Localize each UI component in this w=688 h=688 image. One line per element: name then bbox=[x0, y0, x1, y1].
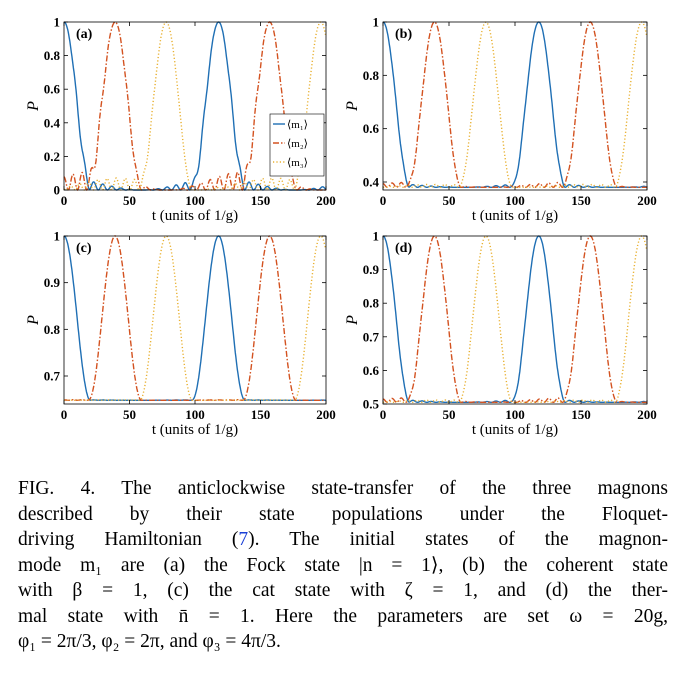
figure-caption: FIG. 4. The anticlockwise state-transfer… bbox=[18, 476, 668, 655]
x-axis-label: t (units of 1/g) bbox=[152, 422, 238, 438]
caption-line-4: mode m₁ are (a) the Fock state |n = 1⟩, … bbox=[18, 554, 668, 576]
legend-entry: ⟨m₁⟩ bbox=[287, 119, 308, 131]
series-line-m1 bbox=[382, 21, 647, 189]
y-tick-label: 0.4 bbox=[44, 115, 61, 130]
x-tick-label: 50 bbox=[123, 193, 136, 208]
caption-line-1: FIG. 4. The anticlockwise state-transfer… bbox=[18, 478, 668, 499]
y-tick-label: 0.6 bbox=[44, 82, 61, 97]
caption-line-7: φ₁ = 2π/3, φ₂ = 2π, and φ₃ = 4π/3. bbox=[18, 631, 281, 652]
series-line-m2 bbox=[382, 235, 647, 404]
x-tick-label: 0 bbox=[61, 407, 68, 422]
series-line-m2 bbox=[382, 21, 647, 189]
y-axis-label: P bbox=[344, 101, 361, 112]
x-tick-label: 50 bbox=[443, 193, 456, 208]
y-tick-label: 0.8 bbox=[44, 48, 61, 63]
panel-label: (b) bbox=[395, 27, 412, 42]
plot-frame bbox=[382, 21, 648, 191]
caption-line-5: with β = 1, (c) the cat state with ζ = 1… bbox=[18, 580, 668, 601]
panel-a: 0 50 100 150 200 0 0.2 0.4 0.6 0.8 1 t (units of 1/… bbox=[25, 15, 336, 225]
x-tick-label: 150 bbox=[251, 193, 271, 208]
y-axis-label: P bbox=[25, 315, 42, 326]
panel-c: 0 50 100 150 200 0.7 0.8 0.9 1 t (units of 1/g) P (… bbox=[25, 229, 336, 439]
y-tick-label: 1 bbox=[373, 229, 380, 244]
equation-reference-link[interactable]: 7 bbox=[238, 529, 249, 550]
series-line-m2 bbox=[63, 235, 326, 402]
x-tick-label: 200 bbox=[637, 407, 657, 422]
x-tick-label: 100 bbox=[505, 193, 525, 208]
x-axis-label: t (units of 1/g) bbox=[472, 422, 558, 438]
y-tick-label: 0.7 bbox=[44, 369, 61, 384]
x-tick-label: 200 bbox=[316, 193, 336, 208]
x-tick-label: 50 bbox=[123, 407, 136, 422]
x-tick-label: 50 bbox=[443, 407, 456, 422]
series-line-m3 bbox=[382, 21, 648, 188]
y-tick-label: 0.5 bbox=[363, 397, 380, 412]
plot-frame bbox=[63, 235, 327, 405]
y-tick-label: 0.8 bbox=[363, 296, 380, 311]
caption-line-3b: ). bbox=[248, 529, 260, 550]
y-axis-label: P bbox=[344, 315, 361, 326]
x-tick-label: 100 bbox=[185, 407, 205, 422]
panel-label: (a) bbox=[76, 27, 93, 42]
series-line-m3 bbox=[382, 235, 648, 403]
panel-label: (d) bbox=[395, 241, 412, 256]
y-tick-label: 0.8 bbox=[363, 68, 380, 83]
y-tick-label: 0 bbox=[54, 183, 61, 198]
y-tick-label: 0.6 bbox=[363, 363, 380, 378]
x-tick-label: 200 bbox=[316, 407, 336, 422]
y-tick-label: 0.4 bbox=[363, 175, 380, 190]
x-tick-label: 100 bbox=[505, 407, 525, 422]
y-tick-label: 0.2 bbox=[44, 149, 60, 164]
legend-entry: ⟨m₂⟩ bbox=[287, 138, 308, 150]
caption-line-3c: The initial states of the magnon- bbox=[289, 529, 668, 550]
caption-line-2: described by their state populations und… bbox=[18, 503, 668, 525]
x-tick-label: 0 bbox=[380, 407, 387, 422]
x-tick-label: 0 bbox=[380, 193, 387, 208]
caption-line-3a: driving Hamiltonian ( bbox=[18, 529, 239, 550]
y-tick-label: 0.9 bbox=[44, 275, 61, 290]
y-tick-label: 0.6 bbox=[363, 121, 380, 136]
x-axis-label: t (units of 1/g) bbox=[152, 208, 238, 224]
x-axis-label: t (units of 1/g) bbox=[472, 208, 558, 224]
y-tick-label: 0.9 bbox=[363, 262, 380, 277]
series-line-m1 bbox=[63, 235, 326, 402]
series-line-m3 bbox=[64, 235, 327, 401]
legend-entry: ⟨m₃⟩ bbox=[287, 157, 308, 169]
caption-line-6: mal state with n̄ = 1. Here the paramete… bbox=[18, 605, 668, 627]
series-line-m1 bbox=[382, 235, 647, 404]
y-tick-label: 1 bbox=[54, 15, 61, 30]
y-tick-label: 0.7 bbox=[363, 329, 380, 344]
plot-frame bbox=[382, 235, 648, 405]
x-tick-label: 200 bbox=[637, 193, 657, 208]
x-tick-label: 0 bbox=[61, 193, 68, 208]
y-tick-label: 1 bbox=[373, 15, 380, 30]
panel-d: 0 50 100 150 200 0.5 0.6 0.7 0.8 0.9 1 t (units of … bbox=[344, 229, 657, 439]
caption-line-3: driving Hamiltonian (7). The initial sta… bbox=[18, 527, 668, 553]
panel-label: (c) bbox=[76, 241, 92, 256]
y-axis-label: P bbox=[25, 101, 42, 112]
y-tick-label: 1 bbox=[54, 229, 61, 244]
y-tick-label: 0.8 bbox=[44, 322, 61, 337]
x-tick-label: 150 bbox=[251, 407, 271, 422]
panel-b: 0 50 100 150 200 0.4 0.6 0.8 1 t (units of 1/g) P (… bbox=[344, 15, 657, 225]
x-tick-label: 150 bbox=[571, 193, 591, 208]
x-tick-label: 150 bbox=[571, 407, 591, 422]
x-tick-label: 100 bbox=[185, 193, 205, 208]
